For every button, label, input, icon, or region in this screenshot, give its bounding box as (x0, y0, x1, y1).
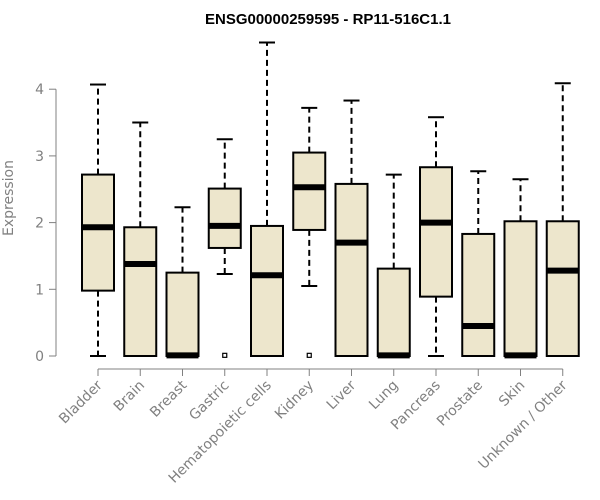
x-tick-label: Breast (147, 377, 191, 421)
x-tick-label: Prostate (434, 378, 486, 430)
iqr-box (250, 224, 284, 357)
iqr-box (419, 166, 453, 298)
box-skin (503, 178, 538, 359)
y-tick-label: 2 (35, 216, 44, 232)
iqr-box (292, 151, 327, 231)
box-brain (123, 121, 158, 357)
box-unknown-other (545, 82, 580, 357)
box-breast (165, 206, 200, 359)
box-lung (376, 173, 411, 359)
iqr-box (123, 226, 158, 357)
iqr-box (545, 220, 580, 357)
iqr-box (207, 187, 242, 249)
y-tick-label: 0 (35, 349, 44, 365)
x-tick-label: Lung (366, 378, 401, 413)
iqr-box (334, 182, 369, 357)
chart-title: ENSG00000259595 - RP11-516C1.1 (205, 11, 451, 28)
box-hematopoietic-cells (250, 41, 284, 357)
box-kidney (292, 106, 327, 358)
x-tick-label: Kidney (272, 378, 317, 423)
outlier-point (222, 352, 228, 358)
box-bladder (81, 83, 115, 357)
box-liver (334, 99, 369, 357)
outlier-point (306, 352, 312, 358)
x-tick-label: Liver (324, 377, 360, 413)
box-pancreas (419, 116, 453, 357)
box-prostate (461, 170, 496, 357)
iqr-box (376, 267, 411, 357)
iqr-box (81, 173, 115, 292)
box-gastric (207, 138, 242, 358)
plot-area (81, 41, 580, 359)
y-axis: 0 1 2 3 4 (35, 82, 57, 365)
iqr-box (461, 232, 496, 357)
y-tick-label: 1 (35, 282, 44, 298)
iqr-box (503, 220, 538, 357)
x-tick-label: Bladder (56, 377, 106, 427)
y-tick-label: 3 (35, 149, 44, 165)
y-tick-label: 4 (35, 82, 44, 98)
x-tick-label: Skin (496, 378, 528, 410)
iqr-box (165, 271, 200, 357)
y-axis-label: Expression (1, 160, 17, 236)
x-tick-label: Brain (111, 378, 148, 415)
